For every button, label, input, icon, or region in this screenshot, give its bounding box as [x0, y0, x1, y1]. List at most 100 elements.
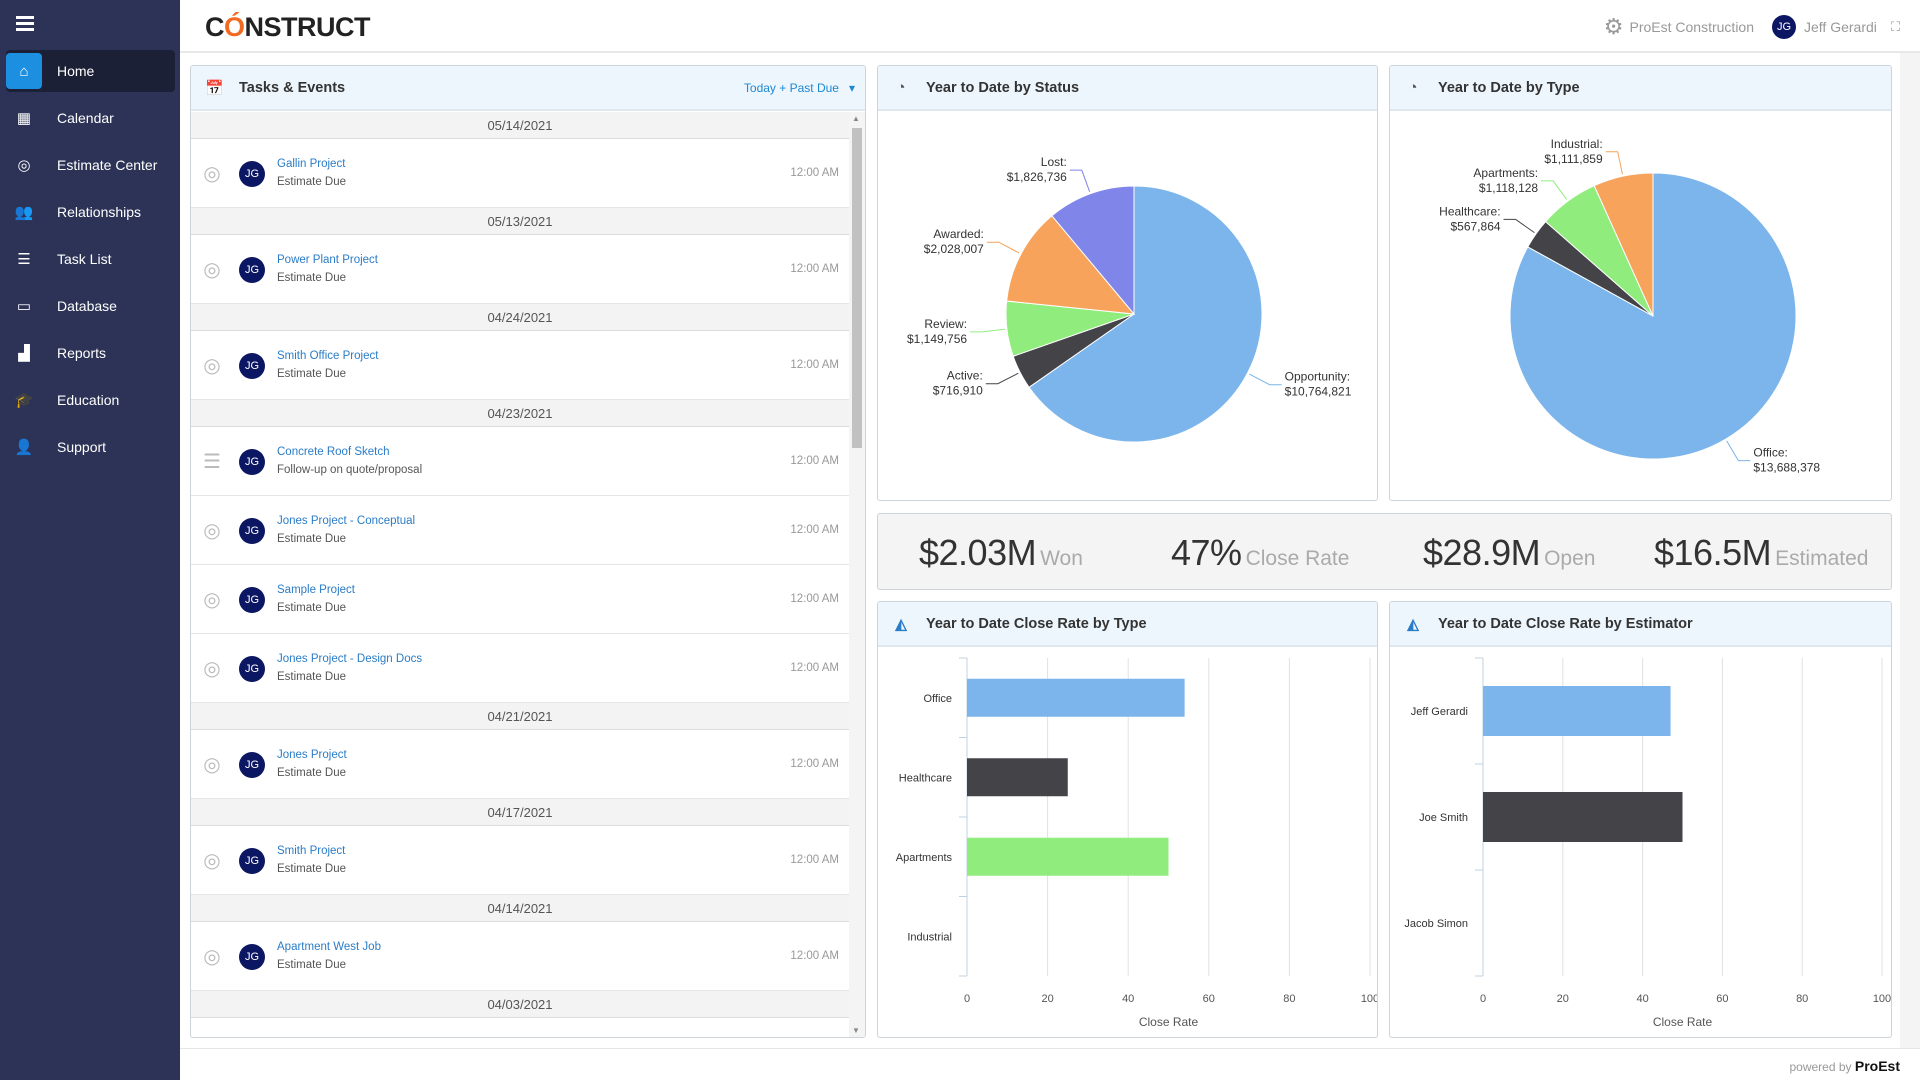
task-list-item[interactable]: ◎ JG Smith Project Estimate Due 12:00 AM	[191, 826, 849, 895]
home-icon: ⌂	[6, 53, 42, 89]
date-group-header: 05/13/2021	[191, 208, 849, 235]
task-list-item[interactable]: ◎ JG Sample Project Estimate Due 12:00 A…	[191, 565, 849, 634]
x-axis-title: Close Rate	[1653, 1015, 1713, 1029]
tasks-filter-dropdown[interactable]: Today + Past Due ▾	[743, 81, 855, 95]
target-icon: ◎	[203, 163, 221, 185]
task-title-link[interactable]: Concrete Roof Sketch	[277, 446, 390, 458]
task-list-item[interactable]: ◎ JG Gallin Project Estimate Due 12:00 A…	[191, 139, 849, 208]
pie-value-label: $2,028,007	[924, 242, 984, 256]
target-icon: ◎	[203, 259, 221, 281]
pie-label: Active:	[947, 369, 983, 383]
sidebar-item-calendar[interactable]: ▦ Calendar	[6, 97, 175, 139]
pie-label: Apartments:	[1473, 166, 1538, 180]
area-chart-icon: ◭	[895, 615, 907, 633]
task-type: Estimate Due	[277, 767, 347, 779]
target-icon: ◎	[203, 589, 221, 611]
sidebar-item-estimate-center[interactable]: ◎ Estimate Center	[6, 144, 175, 186]
task-list-item[interactable]: ◎ JG Jones Project - Design Docs Estimat…	[191, 634, 849, 703]
sidebar-item-reports[interactable]: ▟ Reports	[6, 332, 175, 374]
page-scrollbar[interactable]	[1900, 53, 1920, 1048]
task-time: 12:00 AM	[790, 524, 839, 536]
task-time: 12:00 AM	[790, 455, 839, 467]
task-title-link[interactable]: Sample Project	[277, 584, 355, 596]
task-list-item[interactable]: ☰ JG Concrete Roof Sketch Follow-up on q…	[191, 427, 849, 496]
sidebar-item-relationships[interactable]: 👥 Relationships	[6, 191, 175, 233]
fullscreen-icon[interactable]: ⛶	[1890, 19, 1900, 34]
task-title-link[interactable]: Jones Project - Design Docs	[277, 653, 423, 665]
sidebar-item-database[interactable]: ▭ Database	[6, 285, 175, 327]
category-label: Apartments	[896, 852, 953, 864]
category-label: Healthcare	[899, 772, 952, 784]
sidebar-item-task-list[interactable]: ☰ Task List	[6, 238, 175, 280]
sidebar-item-education[interactable]: 🎓 Education	[6, 379, 175, 421]
user-name[interactable]: Jeff Gerardi	[1804, 19, 1877, 35]
category-label: Jeff Gerardi	[1411, 706, 1468, 718]
pie-connector	[970, 328, 1005, 333]
graduation-cap-icon: 🎓	[14, 392, 34, 409]
task-time: 12:00 AM	[790, 359, 839, 371]
assignee-avatar: JG	[239, 257, 265, 283]
task-type: Estimate Due	[277, 959, 347, 971]
sidebar-item-label: Estimate Center	[57, 157, 158, 173]
company-name[interactable]: ProEst Construction	[1629, 19, 1755, 35]
pie-value-label: $10,764,821	[1285, 385, 1352, 399]
pie-connector	[1541, 180, 1568, 200]
sidebar-item-home[interactable]: ⌂ Home	[6, 50, 175, 92]
pie-label: Review:	[924, 317, 967, 331]
task-list-item[interactable]: ◎ JG Power Plant Project Estimate Due 12…	[191, 235, 849, 304]
pie-chart-icon: ◔	[896, 79, 906, 96]
x-tick-label: 100	[1361, 993, 1378, 1005]
pie-connector	[1249, 373, 1282, 386]
pie-slice-industrial	[1593, 172, 1654, 317]
task-list-item[interactable]: ◎ JG Concrete Roof Sketch	[191, 1018, 849, 1037]
panel-title: Year to Date Close Rate by Estimator	[1438, 615, 1693, 632]
pie-label: Healthcare:	[1439, 204, 1500, 218]
close-rate-type-chart: 0 20 40 60 80 100 Office Healthcare Apartments In…	[896, 657, 1378, 1029]
task-title-link[interactable]: Apartment West Job	[277, 941, 381, 953]
task-list-item[interactable]: ◎ JG Apartment West Job Estimate Due 12:…	[191, 922, 849, 991]
assignee-avatar: JG	[239, 353, 265, 379]
gear-icon[interactable]: ⚙	[1603, 14, 1624, 39]
construct-logo[interactable]: CÓNSTRUCT	[205, 12, 371, 42]
assignee-avatar: JG	[239, 449, 265, 475]
task-title-link[interactable]: Jones Project - Conceptual	[277, 515, 416, 527]
task-list: 05/14/2021 ◎ JG Gallin Project Estimate D…	[191, 112, 849, 1037]
x-tick-label: 60	[1203, 993, 1215, 1005]
panel-title: Tasks & Events	[239, 79, 346, 96]
date-group-header: 04/17/2021	[191, 799, 849, 826]
category-label: Jacob Simon	[1404, 918, 1468, 930]
sidebar-item-support[interactable]: 👤 Support	[6, 426, 175, 468]
assignee-avatar: JG	[239, 587, 265, 613]
bar-joe-smith	[1483, 792, 1683, 842]
pie-value-label: $1,149,756	[907, 332, 967, 346]
pie-connector	[1503, 218, 1535, 234]
task-title-link[interactable]: Gallin Project	[277, 158, 346, 170]
task-title-link[interactable]: Jones Project	[277, 749, 347, 761]
task-title-link[interactable]: Power Plant Project	[277, 254, 378, 266]
target-icon: ◎	[203, 520, 221, 542]
bar-jeff-gerardi	[1483, 686, 1671, 736]
task-type: Follow-up on quote/proposal	[277, 464, 423, 476]
user-avatar[interactable]: JG	[1772, 15, 1796, 39]
target-icon: ◎	[203, 946, 221, 968]
task-list-item[interactable]: ◎ JG Jones Project - Conceptual Estimate…	[191, 496, 849, 565]
type-pie-chart: Office:$13,688,378 Healthcare:$567,864 Apa…	[1439, 137, 1820, 475]
target-icon: ◎	[17, 157, 31, 174]
pie-chart-icon: ◔	[1408, 79, 1418, 96]
task-time: 12:00 AM	[790, 593, 839, 605]
task-title-link[interactable]: Smith Office Project	[277, 350, 379, 362]
task-time: 12:00 AM	[790, 950, 839, 962]
date-group-header: 04/24/2021	[191, 304, 849, 331]
task-title-link[interactable]: Smith Project	[277, 845, 346, 857]
status-pie-panel: ◔ Year to Date by Status Opportunity: $10,…	[877, 65, 1378, 501]
x-tick-label: 0	[964, 993, 970, 1005]
task-list-scrollbar[interactable]: ▲ ▼	[849, 112, 865, 1037]
x-tick-label: 80	[1283, 993, 1295, 1005]
kpi-close-rate: 47% Close Rate	[1171, 532, 1350, 573]
task-list-item[interactable]: ◎ JG Jones Project Estimate Due 12:00 AM	[191, 730, 849, 799]
sidebar-item-label: Database	[57, 298, 117, 314]
target-icon: ◎	[203, 850, 221, 872]
pie-label: Office:	[1753, 446, 1787, 460]
task-list-item[interactable]: ◎ JG Smith Office Project Estimate Due 1…	[191, 331, 849, 400]
hamburger-menu-icon[interactable]	[16, 16, 34, 32]
